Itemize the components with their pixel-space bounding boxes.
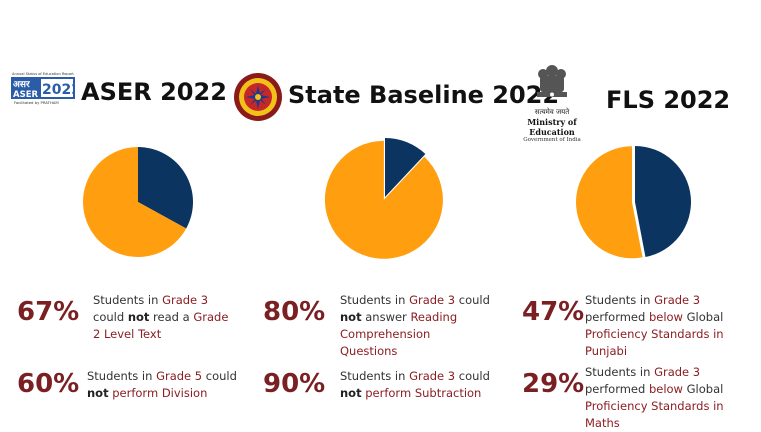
pie-slice-navy [635,146,691,258]
stat-description: Students in Grade 3 could not answer Rea… [340,292,490,360]
emphasis-text: not [87,386,109,400]
plain-text: Global [682,382,724,396]
ministry-name: Ministry of Education [527,117,577,137]
pie-chart-aser [82,147,193,257]
government-name: Government of India [523,137,581,143]
highlight-text: Grade 3 [409,369,456,383]
plain-text: performed [585,382,649,396]
highlight-text: Reading Comprehension Questions [340,310,458,358]
national-emblem-icon [537,65,567,97]
highlight-text: Grade 3 [654,293,701,307]
highlight-text: Proficiency Standards in Punjabi [585,327,724,358]
state-baseline-title: State Baseline 2022 [288,81,560,109]
plain-text: Students in [585,293,655,307]
state-baseline-logo [234,73,282,121]
emphasis-text: not [340,386,362,400]
emphasis-text: not [340,310,362,324]
stat-percentage: 47% [522,297,585,327]
stat-description: Students in Grade 5 could not perform Di… [87,368,237,402]
plain-text: Global [682,310,724,324]
stat-description: Students in Grade 3 could not perform Su… [340,368,490,402]
pie-chart-state-baseline [324,138,443,259]
ministry-of-education-logo: सत्यमेव जयते Ministry of Education Gover… [512,62,592,143]
aser-logo: Annual Status of Education Report असर AS… [11,72,75,105]
pie-chart-fls [576,146,691,259]
stat-percentage: 80% [263,297,326,327]
highlight-text: below [648,382,683,396]
plain-text: answer [361,310,411,324]
emphasis-text: not [127,310,150,324]
plain-text: could [455,369,490,383]
aser-logo-hindi: असर [13,80,30,90]
stat-description: Students in Grade 3 performed below Glob… [585,364,757,432]
plain-text: Students in [93,293,163,307]
stat-percentage: 29% [522,369,585,399]
highlight-text: Proficiency Standards in Maths [585,399,724,430]
pie-slice-orange [82,147,187,257]
highlight-text: Grade 2 Level Text [93,310,229,341]
stat-percentage: 67% [17,297,80,327]
pie-slice-orange [576,146,643,259]
plain-text: Students in [340,293,410,307]
highlight-text: Grade 3 [162,293,209,307]
stat-percentage: 90% [263,369,326,399]
highlight-text: perform Subtraction [361,386,482,400]
plain-text: could [93,310,128,324]
emblem-motto: सत्यमेव जयते [534,108,570,116]
plain-text: Students in [87,369,157,383]
plain-text: could [455,293,490,307]
plain-text: Students in [340,369,410,383]
aser-logo-year: 2022 [42,82,75,98]
aser-logo-top-text: Annual Status of Education Report [12,72,74,76]
highlight-text: below [648,310,683,324]
plain-text: could [202,369,237,383]
plain-text: performed [585,310,649,324]
highlight-text: Grade 5 [156,369,203,383]
highlight-text: Grade 3 [654,365,701,379]
stat-description: Students in Grade 3 could not read a Gra… [93,292,233,343]
fls-title: FLS 2022 [606,86,731,114]
plain-text: read a [149,310,194,324]
highlight-text: perform Division [108,386,208,400]
plain-text: Students in [585,365,655,379]
stat-percentage: 60% [17,369,80,399]
pie-slice-navy [385,138,426,197]
stat-description: Students in Grade 3 performed below Glob… [585,292,757,360]
pie-slice-orange [324,140,443,259]
highlight-text: Grade 3 [409,293,456,307]
aser-logo-bottom-text: Facilitated by PRATHAM [14,100,59,105]
pie-slice-navy [138,147,193,229]
aser-logo-name: ASER [13,90,39,100]
aser-title: ASER 2022 [81,78,227,106]
